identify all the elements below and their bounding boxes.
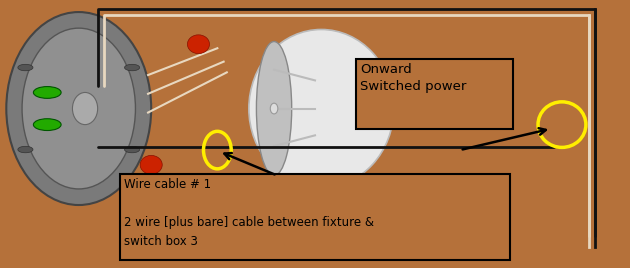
Ellipse shape — [22, 28, 135, 189]
Circle shape — [125, 64, 140, 71]
Ellipse shape — [6, 12, 151, 205]
Circle shape — [125, 146, 140, 153]
Circle shape — [33, 87, 61, 98]
FancyBboxPatch shape — [120, 174, 510, 260]
Circle shape — [18, 64, 33, 71]
Ellipse shape — [72, 92, 98, 125]
FancyBboxPatch shape — [356, 59, 513, 129]
Text: Onward
Switched power: Onward Switched power — [360, 63, 467, 93]
Circle shape — [33, 119, 61, 131]
Ellipse shape — [256, 42, 292, 176]
Text: Wire cable # 1

2 wire [plus bare] cable between fixture &
switch box 3: Wire cable # 1 2 wire [plus bare] cable … — [124, 178, 374, 248]
Ellipse shape — [270, 103, 278, 114]
Ellipse shape — [140, 155, 163, 174]
Ellipse shape — [188, 35, 209, 54]
Circle shape — [18, 146, 33, 153]
Ellipse shape — [249, 29, 394, 188]
